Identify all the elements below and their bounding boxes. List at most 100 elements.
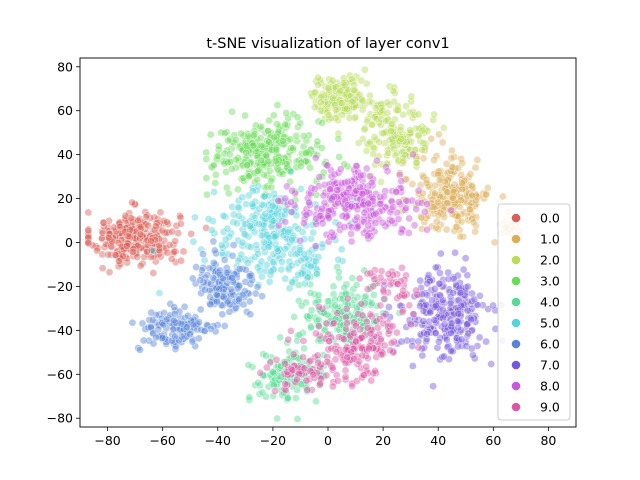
data-point: [302, 376, 311, 385]
data-point: [374, 138, 383, 146]
data-point: [98, 264, 107, 273]
data-point: [158, 226, 167, 235]
data-point: [249, 131, 258, 140]
data-point: [340, 223, 349, 231]
data-point: [419, 317, 428, 325]
series-6.0: [128, 237, 266, 354]
data-point: [124, 232, 133, 241]
data-point: [341, 289, 350, 298]
data-point: [362, 362, 371, 371]
data-point: [272, 244, 281, 253]
data-point: [269, 392, 278, 400]
data-point: [438, 138, 447, 147]
data-point: [316, 98, 325, 107]
data-point: [227, 165, 236, 173]
data-point: [417, 213, 426, 222]
data-point: [293, 415, 302, 423]
data-point: [233, 185, 242, 194]
data-point: [246, 310, 255, 319]
data-point: [313, 141, 322, 150]
data-point: [482, 337, 490, 346]
data-point: [371, 189, 380, 198]
data-point: [287, 278, 296, 286]
data-point: [313, 351, 322, 360]
data-point: [339, 79, 348, 87]
y-tick-label: 20: [57, 191, 73, 206]
y-tick-label: 80: [57, 59, 73, 74]
data-point: [456, 196, 465, 205]
data-point: [169, 325, 178, 334]
data-point: [340, 283, 349, 292]
data-point: [228, 251, 237, 260]
data-point: [300, 235, 309, 244]
data-point: [447, 347, 455, 356]
data-point: [369, 150, 378, 159]
data-point: [440, 320, 449, 329]
chart-title: t-SNE visualization of layer conv1: [206, 36, 449, 52]
data-point: [270, 232, 279, 241]
data-point: [314, 73, 322, 82]
data-point: [394, 198, 403, 206]
data-point: [340, 178, 349, 187]
data-point: [468, 351, 477, 359]
data-point: [155, 241, 163, 250]
data-point: [364, 221, 373, 230]
data-point: [414, 186, 423, 195]
data-point: [328, 94, 337, 102]
data-point: [291, 394, 300, 402]
data-point: [296, 256, 305, 265]
data-point: [383, 167, 392, 176]
data-point: [343, 353, 352, 362]
data-point: [149, 246, 158, 255]
data-point: [418, 126, 427, 135]
data-point: [364, 199, 373, 208]
data-point: [469, 218, 478, 227]
data-point: [312, 220, 321, 228]
data-point: [418, 351, 427, 360]
data-point: [432, 152, 441, 160]
data-point: [204, 215, 213, 223]
data-point: [302, 210, 311, 219]
data-point: [155, 235, 164, 244]
data-point: [220, 159, 229, 168]
data-point: [315, 305, 324, 314]
data-point: [376, 301, 385, 310]
data-point: [129, 217, 137, 226]
data-point: [289, 353, 298, 361]
data-point: [311, 243, 320, 252]
data-point: [471, 163, 480, 172]
data-point: [231, 155, 240, 164]
data-point: [295, 281, 303, 289]
data-point: [207, 280, 215, 288]
data-point: [460, 301, 468, 309]
data-point: [329, 232, 338, 241]
data-point: [152, 333, 160, 342]
y-tick-label: −80: [47, 411, 73, 426]
data-point: [258, 200, 266, 209]
data-point: [136, 261, 145, 270]
data-point: [420, 207, 429, 216]
data-point: [436, 220, 445, 229]
data-point: [206, 130, 215, 139]
data-point: [418, 171, 427, 180]
data-point: [416, 302, 424, 310]
data-point: [223, 224, 232, 233]
data-point: [362, 164, 371, 173]
data-point: [367, 178, 376, 187]
data-point: [487, 360, 496, 368]
data-point: [100, 222, 108, 231]
data-point: [177, 332, 186, 341]
data-point: [135, 234, 144, 243]
data-point: [444, 268, 453, 277]
x-tick-label: −40: [205, 433, 231, 448]
data-point: [359, 200, 368, 209]
data-point: [408, 196, 417, 205]
data-point: [227, 285, 236, 294]
data-point: [301, 149, 310, 157]
data-point: [365, 172, 374, 181]
data-point: [314, 358, 322, 367]
data-point: [372, 104, 380, 112]
data-point: [461, 254, 470, 263]
data-point: [442, 159, 451, 168]
data-point: [423, 211, 432, 220]
